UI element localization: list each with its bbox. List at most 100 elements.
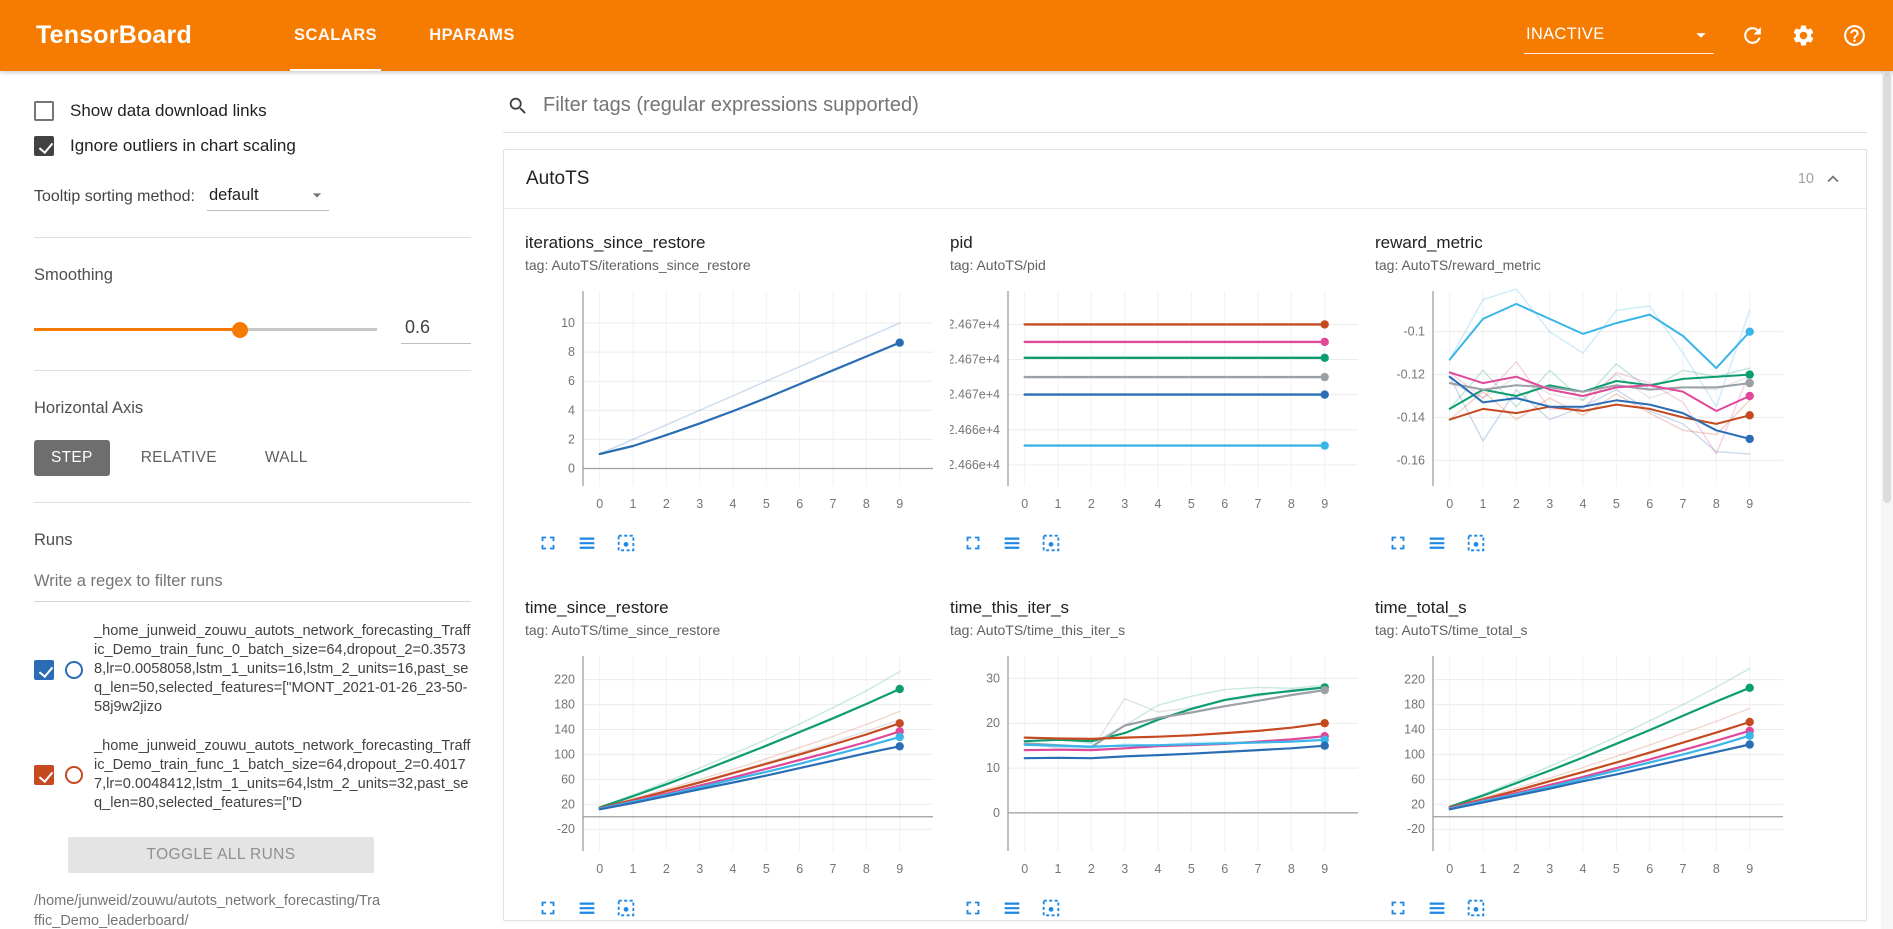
svg-text:4: 4 xyxy=(1580,862,1587,876)
chart-actions xyxy=(1375,891,1791,919)
expand-icon[interactable] xyxy=(962,532,984,554)
fit-domain-icon[interactable] xyxy=(615,532,637,554)
smoothing-slider-handle[interactable] xyxy=(231,321,248,338)
svg-text:6: 6 xyxy=(1221,497,1228,511)
smoothing-control xyxy=(34,315,471,344)
chart-tag: tag: AutoTS/time_total_s xyxy=(1375,622,1528,638)
expand-icon[interactable] xyxy=(1387,897,1409,919)
tag-section-header[interactable]: AutoTS 10 xyxy=(504,150,1866,209)
header-controls: INACTIVE xyxy=(1524,18,1867,54)
expand-icon[interactable] xyxy=(537,897,559,919)
svg-text:3: 3 xyxy=(1546,862,1553,876)
run-name: _home_junweid_zouwu_autots_network_forec… xyxy=(94,738,471,811)
axis-option-relative[interactable]: RELATIVE xyxy=(124,440,234,476)
collapse-icon[interactable] xyxy=(1822,168,1844,190)
svg-text:3: 3 xyxy=(696,862,703,876)
run-color-toggle[interactable] xyxy=(65,660,83,679)
fit-domain-icon[interactable] xyxy=(1040,532,1062,554)
expand-icon[interactable] xyxy=(537,532,559,554)
fit-domain-icon[interactable] xyxy=(1465,897,1487,919)
chart-card: reward_metric tag: AutoTS/reward_metric … xyxy=(1375,233,1791,554)
run-item[interactable]: _home_junweid_zouwu_autots_network_forec… xyxy=(34,727,471,823)
ignore-outliers-option[interactable]: Ignore outliers in chart scaling xyxy=(34,136,471,156)
refresh-button[interactable] xyxy=(1740,23,1765,48)
runs-menu-icon[interactable] xyxy=(1426,532,1448,554)
svg-text:2: 2 xyxy=(1088,862,1095,876)
axis-option-wall[interactable]: WALL xyxy=(248,440,325,476)
smoothing-slider[interactable] xyxy=(34,321,377,338)
runs-menu-icon[interactable] xyxy=(1426,897,1448,919)
fit-domain-icon[interactable] xyxy=(615,897,637,919)
chart-plot[interactable]: 0 1 2 3 4 5 6 7 8 9 2.467e+4 2.467e+4 2.467e+4 2.466e… xyxy=(950,281,1366,526)
run-list: _home_junweid_zouwu_autots_network_forec… xyxy=(34,612,471,823)
chart-actions xyxy=(525,891,941,919)
chart-actions xyxy=(525,526,941,554)
runs-menu-icon[interactable] xyxy=(576,897,598,919)
tooltip-sorting-select[interactable]: default xyxy=(206,182,329,211)
svg-text:8: 8 xyxy=(863,497,870,511)
show-download-links-option[interactable]: Show data download links xyxy=(34,101,471,121)
show-download-links-checkbox[interactable] xyxy=(34,101,54,121)
chart-card: iterations_since_restore tag: AutoTS/ite… xyxy=(525,233,941,554)
svg-text:4: 4 xyxy=(1580,497,1587,511)
fit-domain-icon[interactable] xyxy=(1040,897,1062,919)
axis-option-step[interactable]: STEP xyxy=(34,440,110,476)
runs-menu-icon[interactable] xyxy=(1001,532,1023,554)
run-item[interactable]: _home_junweid_zouwu_autots_network_forec… xyxy=(34,612,471,727)
svg-text:3: 3 xyxy=(696,497,703,511)
tab-scalars[interactable]: SCALARS xyxy=(268,0,403,71)
run-checkbox[interactable] xyxy=(34,765,54,785)
ignore-outliers-label: Ignore outliers in chart scaling xyxy=(70,136,296,155)
chart-plot[interactable]: 0 1 2 3 4 5 6 7 8 9 0 10 20 30 xyxy=(950,646,1366,891)
svg-text:6: 6 xyxy=(796,497,803,511)
svg-text:100: 100 xyxy=(554,747,575,761)
runs-menu-icon[interactable] xyxy=(1001,897,1023,919)
chart-plot[interactable]: 0 1 2 3 4 5 6 7 8 9 -20 20 60 100 140 180 220 xyxy=(525,646,941,891)
status-dropdown[interactable]: INACTIVE xyxy=(1524,18,1714,54)
chart-plot[interactable]: 0 1 2 3 4 5 6 7 8 9 -0.1 -0.12 -0.14 -0.16 xyxy=(1375,281,1791,526)
chart-tag: tag: AutoTS/iterations_since_restore xyxy=(525,257,751,273)
svg-text:1: 1 xyxy=(1055,862,1062,876)
expand-icon[interactable] xyxy=(962,897,984,919)
tag-filter-input[interactable] xyxy=(541,93,1863,118)
chart-plot[interactable]: 0 1 2 3 4 5 6 7 8 9 0 2 4 6 8 10 xyxy=(525,281,941,526)
chart-title: time_total_s xyxy=(1375,598,1467,617)
svg-text:2.467e+4: 2.467e+4 xyxy=(950,388,1000,402)
svg-text:7: 7 xyxy=(1255,497,1262,511)
chart-title: reward_metric xyxy=(1375,233,1483,252)
fit-domain-icon[interactable] xyxy=(1465,532,1487,554)
svg-text:9: 9 xyxy=(1746,497,1753,511)
runs-filter-input[interactable] xyxy=(34,564,471,602)
tab-hparams[interactable]: HPARAMS xyxy=(429,26,515,44)
svg-text:6: 6 xyxy=(796,862,803,876)
scrollbar[interactable] xyxy=(1881,71,1893,929)
svg-text:2: 2 xyxy=(1513,862,1520,876)
ignore-outliers-checkbox[interactable] xyxy=(34,136,54,156)
svg-text:1: 1 xyxy=(1480,497,1487,511)
section-count: 10 xyxy=(1797,171,1814,187)
tooltip-sorting-row: Tooltip sorting method: default xyxy=(34,182,471,211)
toggle-all-runs-button[interactable]: TOGGLE ALL RUNS xyxy=(68,837,374,873)
svg-text:7: 7 xyxy=(830,497,837,511)
run-color-toggle[interactable] xyxy=(65,766,83,784)
expand-icon[interactable] xyxy=(1387,532,1409,554)
run-checkbox[interactable] xyxy=(34,659,54,680)
scrollbar-thumb[interactable] xyxy=(1883,73,1891,503)
charts-grid: iterations_since_restore tag: AutoTS/ite… xyxy=(504,209,1866,920)
svg-text:5: 5 xyxy=(763,862,770,876)
search-icon xyxy=(507,95,529,117)
chart-plot[interactable]: 0 1 2 3 4 5 6 7 8 9 -20 20 60 100 140 180 220 xyxy=(1375,646,1791,891)
smoothing-value-input[interactable] xyxy=(401,315,471,344)
settings-button[interactable] xyxy=(1791,23,1816,48)
svg-text:3: 3 xyxy=(1121,862,1128,876)
section-title: AutoTS xyxy=(526,168,590,189)
runs-menu-icon[interactable] xyxy=(576,532,598,554)
divider xyxy=(34,237,471,238)
svg-text:0: 0 xyxy=(1446,862,1453,876)
svg-text:9: 9 xyxy=(896,862,903,876)
svg-text:-0.1: -0.1 xyxy=(1403,325,1425,339)
chart-card: time_since_restore tag: AutoTS/time_sinc… xyxy=(525,598,941,919)
chart-card: pid tag: AutoTS/pid 0 1 2 3 4 5 6 7 8 9 2.467e+4 2.… xyxy=(950,233,1366,554)
svg-text:6: 6 xyxy=(1646,862,1653,876)
help-button[interactable] xyxy=(1842,23,1867,48)
